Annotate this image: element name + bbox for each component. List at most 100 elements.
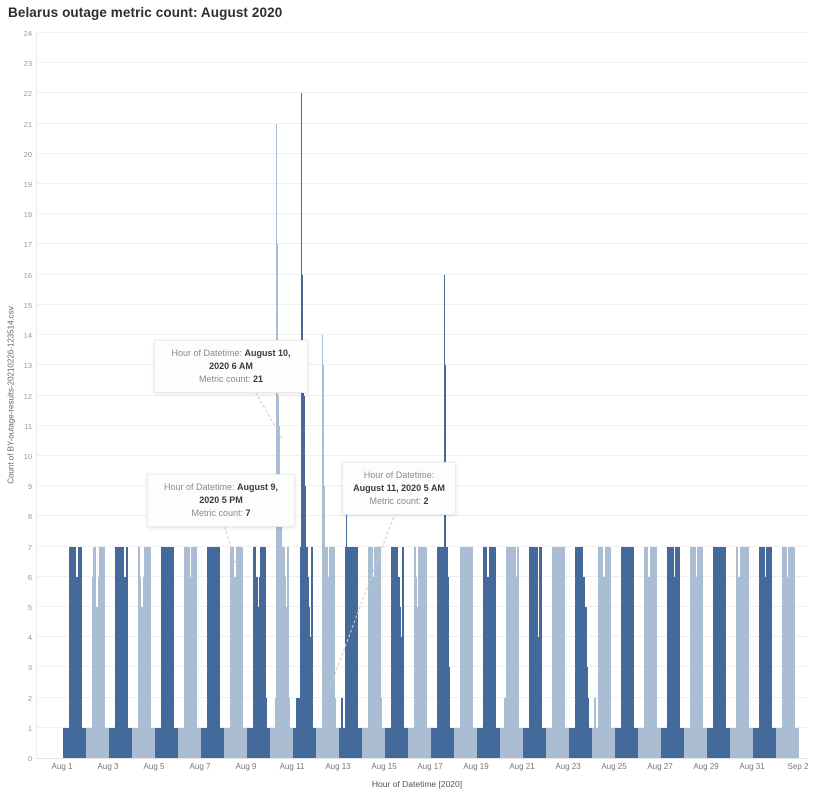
bar[interactable]	[141, 606, 143, 758]
bar[interactable]	[473, 727, 474, 758]
bar[interactable]	[147, 546, 149, 758]
bar[interactable]	[591, 727, 592, 758]
bar[interactable]	[192, 546, 194, 758]
bar[interactable]	[161, 546, 163, 758]
bar[interactable]	[286, 606, 287, 758]
bar[interactable]	[408, 727, 409, 758]
bar[interactable]	[111, 727, 113, 758]
bar[interactable]	[293, 727, 295, 758]
bar[interactable]	[672, 546, 674, 758]
bar[interactable]	[507, 546, 509, 758]
bar[interactable]	[68, 546, 70, 758]
bar[interactable]	[241, 546, 242, 758]
bar[interactable]	[414, 546, 416, 758]
bar[interactable]	[551, 546, 553, 758]
bar[interactable]	[481, 727, 483, 758]
bar[interactable]	[109, 727, 110, 758]
bar[interactable]	[722, 546, 724, 758]
bar[interactable]	[262, 546, 264, 758]
bar[interactable]	[88, 727, 90, 758]
bar[interactable]	[365, 727, 367, 758]
bar[interactable]	[587, 667, 588, 758]
bar[interactable]	[98, 576, 100, 758]
bar[interactable]	[546, 727, 547, 758]
bar[interactable]	[691, 546, 693, 758]
bar[interactable]	[651, 546, 653, 758]
bar[interactable]	[110, 727, 112, 758]
bar[interactable]	[742, 546, 744, 758]
bar[interactable]	[95, 606, 97, 758]
bar[interactable]	[497, 727, 498, 758]
bar[interactable]	[135, 727, 137, 758]
bar[interactable]	[183, 546, 185, 758]
bar[interactable]	[384, 727, 385, 758]
bar[interactable]	[735, 546, 737, 758]
bar[interactable]	[447, 546, 448, 758]
bar[interactable]	[132, 727, 134, 758]
bar[interactable]	[645, 546, 647, 758]
bar[interactable]	[102, 546, 103, 758]
bar[interactable]	[70, 546, 72, 758]
bar[interactable]	[121, 546, 123, 758]
bar[interactable]	[717, 546, 719, 758]
bar[interactable]	[428, 727, 429, 758]
bar[interactable]	[81, 546, 82, 758]
bar[interactable]	[690, 546, 692, 758]
bar[interactable]	[220, 727, 221, 758]
bar[interactable]	[467, 546, 469, 758]
bar[interactable]	[661, 727, 662, 758]
bar[interactable]	[583, 576, 585, 758]
bar[interactable]	[282, 546, 284, 758]
bar[interactable]	[438, 546, 440, 758]
bar[interactable]	[144, 546, 146, 758]
bar[interactable]	[233, 576, 235, 758]
bar[interactable]	[660, 727, 661, 758]
bar[interactable]	[565, 727, 566, 758]
bar[interactable]	[678, 546, 679, 758]
bar[interactable]	[539, 546, 540, 758]
bar[interactable]	[339, 727, 341, 758]
bar[interactable]	[115, 546, 117, 758]
bar[interactable]	[697, 546, 699, 758]
bar[interactable]	[311, 546, 312, 758]
bar[interactable]	[464, 546, 466, 758]
bar[interactable]	[468, 546, 470, 758]
bar[interactable]	[636, 727, 637, 758]
bar[interactable]	[310, 637, 311, 758]
bar[interactable]	[485, 546, 487, 758]
bar[interactable]	[93, 546, 95, 758]
bar[interactable]	[681, 727, 682, 758]
bar[interactable]	[427, 727, 428, 758]
bar[interactable]	[142, 576, 144, 758]
bar[interactable]	[84, 727, 85, 758]
bar[interactable]	[653, 546, 655, 758]
bar[interactable]	[270, 727, 272, 758]
bar[interactable]	[250, 727, 252, 758]
bar[interactable]	[638, 727, 640, 758]
bar[interactable]	[291, 727, 292, 758]
bar[interactable]	[190, 576, 192, 758]
bar[interactable]	[108, 727, 109, 758]
bar[interactable]	[633, 546, 634, 758]
bar[interactable]	[436, 546, 438, 758]
bar[interactable]	[767, 546, 769, 758]
bar[interactable]	[156, 727, 158, 758]
bar[interactable]	[496, 727, 497, 758]
bar[interactable]	[632, 546, 633, 758]
bar[interactable]	[579, 546, 581, 758]
bar[interactable]	[83, 727, 84, 758]
bar[interactable]	[425, 546, 426, 758]
bar[interactable]	[85, 727, 86, 758]
bar[interactable]	[466, 546, 468, 758]
bar[interactable]	[605, 546, 607, 758]
bar[interactable]	[459, 546, 461, 758]
bar[interactable]	[158, 727, 160, 758]
bar[interactable]	[316, 727, 317, 758]
bar[interactable]	[487, 576, 489, 758]
bar[interactable]	[265, 546, 266, 758]
bar[interactable]	[512, 546, 514, 758]
bar[interactable]	[555, 546, 557, 758]
bar[interactable]	[526, 727, 528, 758]
bar[interactable]	[641, 727, 643, 758]
bar[interactable]	[684, 727, 686, 758]
